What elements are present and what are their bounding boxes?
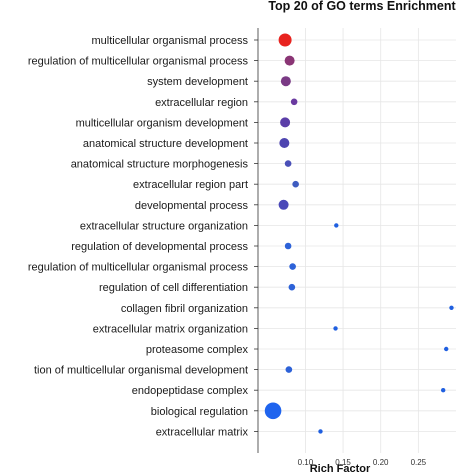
data-point bbox=[444, 346, 449, 352]
y-tick-label: proteasome complex bbox=[146, 344, 249, 356]
y-tick-label: multicellular organism development bbox=[76, 117, 248, 129]
data-point bbox=[289, 263, 296, 270]
data-point bbox=[441, 388, 446, 393]
data-point bbox=[292, 180, 299, 188]
y-tick-label: system development bbox=[147, 76, 248, 88]
data-point bbox=[334, 223, 339, 228]
grid bbox=[258, 28, 456, 453]
y-tick-label: extracellular matrix bbox=[156, 426, 249, 438]
data-point bbox=[264, 402, 282, 420]
y-tick-label: biological regulation bbox=[151, 406, 248, 418]
data-point bbox=[284, 55, 295, 66]
y-tick-label: endopeptidase complex bbox=[132, 385, 249, 397]
y-tick-label: tion of multicellular organismal develop… bbox=[34, 365, 248, 377]
y-tick-label: extracellular region bbox=[155, 97, 248, 109]
y-tick-label: anatomical structure morphogenesis bbox=[71, 159, 249, 171]
y-tick-label: regulation of developmental process bbox=[71, 241, 248, 253]
y-tick-label: multicellular organismal process bbox=[91, 35, 248, 47]
x-tick-label: 0.15 bbox=[335, 458, 351, 467]
x-axis-ticks: 0.10 0.15 0.20 0.25 bbox=[298, 458, 427, 467]
y-tick-label: extracellular matrix organization bbox=[93, 323, 248, 335]
data-point bbox=[280, 117, 291, 128]
x-tick-label: 0.25 bbox=[411, 458, 427, 467]
y-axis-labels: multicellular organismal process regulati… bbox=[28, 35, 249, 438]
data-point bbox=[288, 283, 296, 291]
data-points bbox=[264, 33, 454, 434]
x-tick-label: 0.20 bbox=[373, 458, 389, 467]
x-axis-label: Rich Factor bbox=[310, 463, 371, 474]
y-tick-label: regulation of multicellular organismal p… bbox=[28, 262, 249, 274]
data-point bbox=[280, 76, 291, 87]
data-point bbox=[284, 160, 292, 167]
y-tick-label: regulation of cell differentiation bbox=[99, 282, 248, 294]
y-tick-label: extracellular region part bbox=[133, 179, 248, 191]
y-tick-label: regulation of multicellular organismal p… bbox=[28, 56, 249, 68]
y-tick-label: collagen fibril organization bbox=[121, 303, 248, 315]
data-point bbox=[449, 305, 454, 310]
chart-title: Top 20 of GO terms Enrichment bbox=[268, 0, 456, 13]
axes bbox=[254, 28, 259, 453]
data-point bbox=[279, 138, 290, 148]
y-tick-label: anatomical structure development bbox=[83, 138, 248, 150]
data-point bbox=[333, 326, 338, 331]
data-point bbox=[318, 429, 323, 434]
data-point bbox=[290, 98, 298, 106]
x-tick-label: 0.10 bbox=[298, 458, 314, 467]
data-point bbox=[278, 33, 292, 47]
data-point bbox=[284, 242, 292, 250]
y-tick-label: extracellular structure organization bbox=[80, 220, 248, 232]
y-tick-label: developmental process bbox=[135, 200, 249, 212]
data-point bbox=[278, 199, 289, 210]
data-point bbox=[285, 366, 293, 373]
